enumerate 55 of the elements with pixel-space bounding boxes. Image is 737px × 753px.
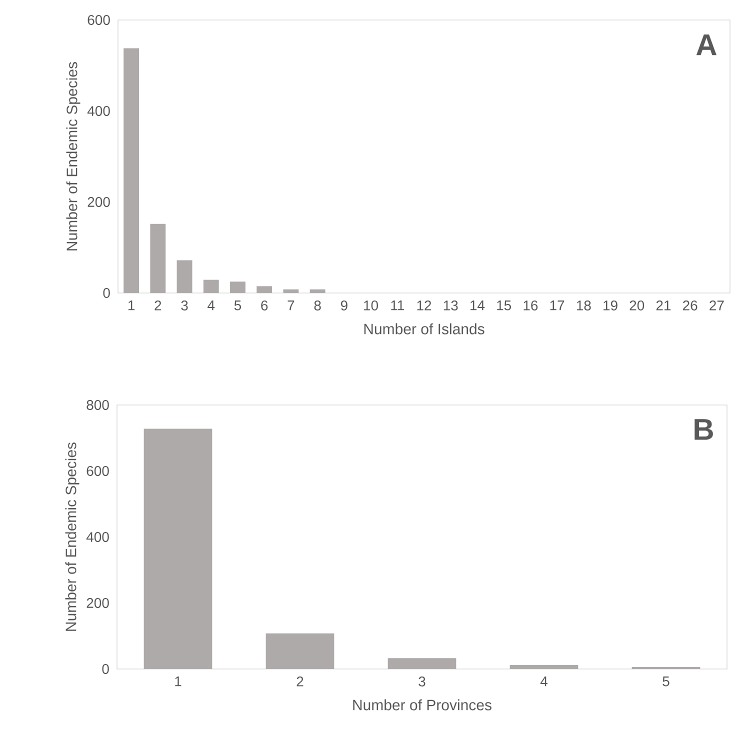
x-tick-label: 5 (662, 676, 670, 686)
x-tick-label: 21 (656, 300, 671, 310)
y-tick-label: 0 (103, 288, 110, 298)
bar (283, 289, 299, 293)
bar (230, 282, 246, 293)
bar (256, 286, 272, 293)
x-tick-label: 1 (175, 676, 182, 686)
x-axis-title: Number of Provinces (353, 699, 492, 710)
y-tick-label: 200 (86, 598, 109, 608)
x-tick-label: 20 (630, 300, 644, 310)
x-tick-label: 18 (576, 300, 591, 310)
bar (124, 48, 140, 293)
y-tick-label: 200 (88, 197, 110, 207)
y-tick-label: 0 (102, 664, 109, 674)
annotation: A (696, 34, 716, 56)
x-tick-label: 17 (550, 300, 564, 310)
x-tick-label: 3 (418, 676, 426, 686)
x-tick-label: 8 (314, 300, 321, 310)
y-tick-label: 600 (88, 15, 110, 25)
x-tick-label: 16 (524, 300, 538, 310)
x-tick-label: 26 (683, 300, 698, 310)
bar (176, 260, 192, 293)
x-tick-label: 27 (710, 300, 724, 310)
y-axis-title: Number of Endemic Species (65, 442, 80, 631)
x-tick-label: 9 (340, 300, 348, 310)
y-tick-label: 600 (86, 466, 109, 476)
x-tick-label: 6 (261, 300, 268, 310)
x-tick-label: 13 (444, 300, 458, 310)
x-tick-label: 11 (391, 300, 404, 310)
x-tick-label: 4 (540, 676, 548, 686)
bar (310, 289, 326, 293)
x-tick-label: 3 (181, 300, 188, 310)
x-tick-label: 14 (470, 300, 485, 310)
y-tick-label: 800 (86, 400, 109, 410)
bar (144, 428, 212, 669)
y-axis-title: Number of Endemic Species (66, 62, 80, 250)
x-tick-label: 4 (208, 300, 215, 310)
x-tick-label: 19 (604, 300, 618, 310)
x-tick-label: 12 (417, 300, 432, 310)
x-axis-title: Number of Islands (364, 323, 484, 334)
bar (388, 658, 456, 669)
x-tick-label: 10 (364, 300, 378, 310)
bar (510, 665, 578, 669)
bar (203, 280, 219, 293)
bar (150, 224, 166, 293)
x-tick-label: 5 (234, 300, 242, 310)
y-tick-label: 400 (87, 106, 110, 116)
bar (266, 633, 334, 669)
x-tick-label: 7 (288, 300, 294, 310)
x-tick-label: 2 (154, 300, 162, 310)
annotation: B (694, 419, 713, 440)
x-tick-label: 2 (296, 676, 304, 686)
y-tick-label: 400 (86, 532, 109, 542)
x-tick-label: 15 (497, 300, 512, 310)
x-tick-label: 1 (128, 300, 135, 310)
